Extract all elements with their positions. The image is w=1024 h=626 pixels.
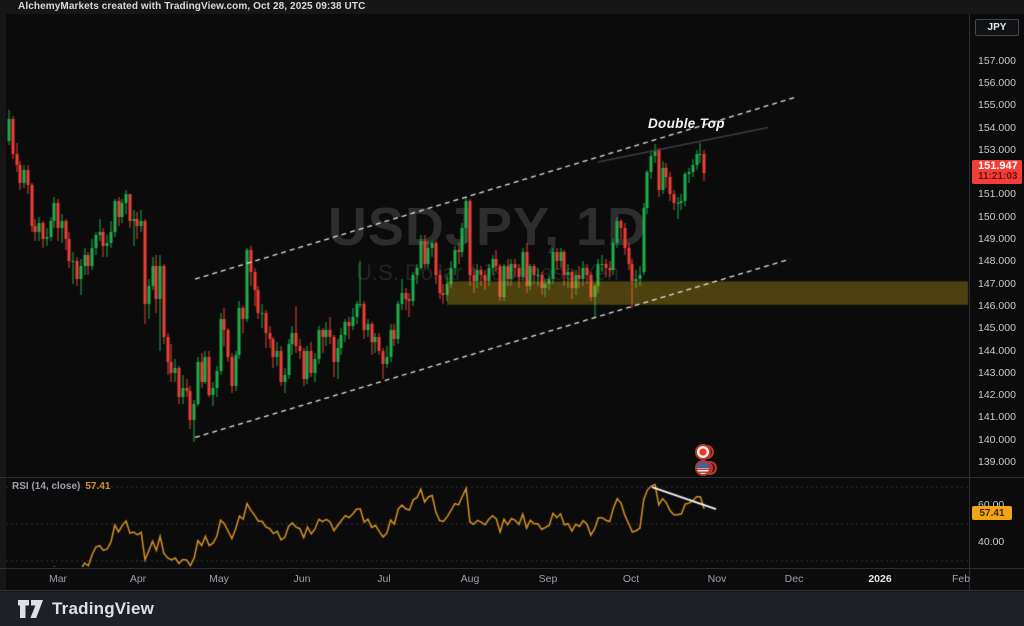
price-axis-label: 144.000 xyxy=(978,344,1016,357)
time-axis-label: 2026 xyxy=(868,573,892,585)
time-axis-bottom-border xyxy=(0,590,1024,591)
price-axis-label: 154.000 xyxy=(978,121,1016,134)
price-axis-label: 153.000 xyxy=(978,143,1016,156)
rsi-axis-label: 40.00 xyxy=(978,536,1005,548)
price-axis-label: 142.000 xyxy=(978,389,1016,402)
tradingview-brand-text[interactable]: TradingView xyxy=(52,599,155,618)
time-axis-label: Aug xyxy=(460,573,480,585)
bar-countdown: 11:21:03 xyxy=(978,171,1018,182)
price-axis-label: 148.000 xyxy=(978,255,1016,268)
us-flag-icon xyxy=(695,460,711,476)
time-axis-label: Jun xyxy=(293,573,311,585)
japan-flag-event-icon[interactable] xyxy=(695,444,714,460)
footer-bar: TradingView xyxy=(0,592,1024,626)
price-axis-border xyxy=(969,14,970,590)
price-axis-label: 140.000 xyxy=(978,433,1016,446)
japan-flag-icon xyxy=(695,444,711,460)
last-price-value: 151.947 xyxy=(978,160,1018,172)
price-axis-label: 139.000 xyxy=(978,456,1016,468)
price-axis-label: 146.000 xyxy=(978,299,1016,312)
rsi-value-badge: 57.41 xyxy=(972,506,1012,520)
price-axis-label: 147.000 xyxy=(978,277,1016,290)
currency-toggle-button[interactable]: JPY xyxy=(975,19,1019,36)
us-flag-event-icon[interactable] xyxy=(695,460,717,476)
time-axis-label: Dec xyxy=(784,573,804,585)
price-axis-label: 155.000 xyxy=(978,99,1016,112)
double-top-annotation: Double Top xyxy=(648,116,725,131)
price-axis-label: 141.000 xyxy=(978,411,1016,424)
tradingview-logo-icon[interactable] xyxy=(18,600,43,618)
rsi-indicator-legend[interactable]: RSI (14, close) 57.41 xyxy=(12,481,110,492)
pane-separator[interactable] xyxy=(0,477,1024,478)
time-axis-label: Oct xyxy=(622,573,640,585)
time-axis-label: May xyxy=(209,573,229,585)
price-axis-label: 149.000 xyxy=(978,233,1016,245)
time-axis-label: Feb xyxy=(951,573,971,585)
time-axis-label: Apr xyxy=(129,573,147,585)
time-axis-label: Sep xyxy=(538,573,558,585)
price-axis-label: 157.000 xyxy=(978,54,1016,67)
last-price-badge: 151.947 11:21:03 xyxy=(972,160,1022,184)
price-axis-label: 150.000 xyxy=(978,210,1016,223)
price-axis-label: 143.000 xyxy=(978,366,1016,379)
price-axis-label: 151.000 xyxy=(978,188,1016,201)
time-axis[interactable]: Mar Apr May Jun Jul Aug Sep Oct Nov Dec 2026 Feb xyxy=(0,568,1024,590)
rsi-pane-bottom-border xyxy=(0,568,1024,569)
rsi-indicator-title: RSI (14, close) xyxy=(12,481,81,492)
candlestick-chart-canvas[interactable] xyxy=(0,0,1024,590)
price-axis[interactable]: JPY 151.947 11:21:03 57.41 157.000 156.00… xyxy=(970,14,1024,568)
rsi-indicator-value: 57.41 xyxy=(85,481,111,492)
price-axis-label: 145.000 xyxy=(978,322,1016,335)
price-axis-label: 156.000 xyxy=(978,76,1016,89)
time-axis-label: Jul xyxy=(377,573,391,585)
time-axis-label: Nov xyxy=(707,573,727,585)
time-axis-label: Mar xyxy=(48,573,68,585)
